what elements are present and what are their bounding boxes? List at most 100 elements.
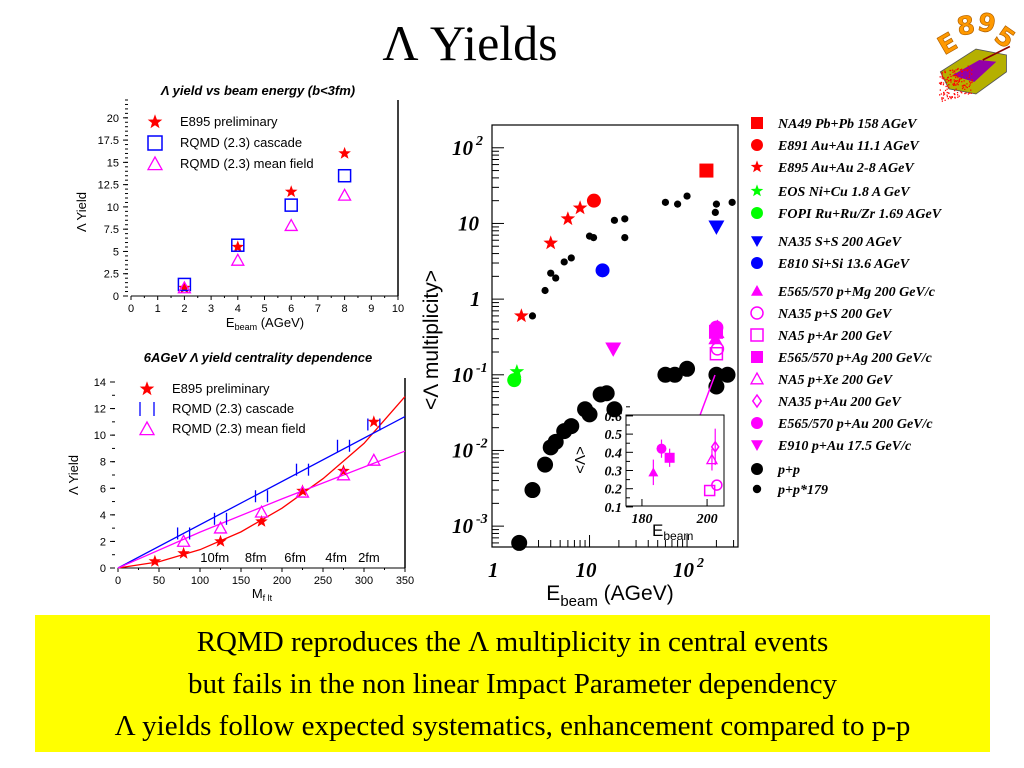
legend-marker <box>147 135 163 151</box>
legend-label: E910 p+Au 17.5 GeV/c <box>777 439 912 454</box>
legend-marker <box>751 417 763 429</box>
data-point <box>560 258 568 266</box>
data-point <box>148 554 162 567</box>
y-tick-label: 10 -1 <box>452 361 488 387</box>
legend-marker <box>749 371 765 385</box>
data-point <box>177 280 192 294</box>
legend-label: E565/570 p+Au 200 GeV/c <box>777 417 933 432</box>
legend-label: E895 preliminary <box>172 381 270 396</box>
e895-logo: E 8 9 5 <box>932 6 1020 102</box>
legend-label: E565/570 p+Ag 200 GeV/c <box>777 351 933 366</box>
y-tick-label: 1 <box>470 287 481 311</box>
x-tick-label: 300 <box>355 575 373 587</box>
legend-marker <box>751 285 763 296</box>
data-point <box>710 342 725 356</box>
legend-label: E891 Au+Au 11.1 AGeV <box>777 139 920 154</box>
data-point <box>589 234 598 242</box>
data-point <box>709 346 724 361</box>
data-point <box>524 482 541 499</box>
data-point <box>708 366 725 383</box>
x-tick-label: 1 <box>488 558 499 582</box>
data-point <box>679 360 696 377</box>
legend-marker <box>751 207 763 219</box>
y-tick-label: 0 <box>100 563 106 575</box>
data-point <box>366 453 381 466</box>
legend-marker <box>751 117 763 129</box>
x-tick-label: 350 <box>396 575 414 587</box>
legend-marker <box>751 351 763 363</box>
legend-label: NA35 p+Au 200 GeV <box>777 395 902 410</box>
x-tick-label: 1 <box>155 303 161 315</box>
data-point <box>336 439 351 452</box>
y-axis-label: Λ Yield <box>66 455 81 495</box>
data-point <box>708 220 725 235</box>
inset-y-tick-label: 0.6 <box>605 410 623 425</box>
legend-label: NA35 p+S 200 GeV <box>777 307 893 322</box>
inset-x-tick-label: 180 <box>631 512 652 527</box>
legend-marker <box>751 393 763 409</box>
y-tick-label: 15 <box>107 157 119 169</box>
legend-label: RQMD (2.3) mean field <box>172 421 306 436</box>
chart-title: Λ yield vs beam energy (b<3fm) <box>160 83 355 98</box>
inset-y-tick-label: 0.4 <box>605 446 623 461</box>
impact-parameter-label: 2fm <box>358 550 380 565</box>
x-tick-label: 10 <box>576 558 598 582</box>
legend-label: NA5 p+Ar 200 GeV <box>777 329 893 344</box>
x-axis-label: Ebeam (AGeV) <box>226 315 304 332</box>
y-axis-label: <Λ multiplicity> <box>420 270 443 410</box>
data-point <box>511 534 528 551</box>
y-tick-label: 12.5 <box>98 180 119 192</box>
x-tick-label: 100 <box>191 575 209 587</box>
data-point <box>337 464 350 477</box>
legend-label: FOPI Ru+Ru/Zr 1.69 AGeV <box>777 207 943 222</box>
legend-label: p+p*179 <box>777 483 828 498</box>
y-tick-label: 10 <box>94 430 106 442</box>
impact-parameter-label: 6fm <box>284 550 306 565</box>
x-tick-label: 8 <box>342 303 348 315</box>
inset-x-axis-label: Ebeam <box>652 521 693 543</box>
inset: 0.1 0.2 0.3 0.4 0.5 0.6 180 200 <Λ> Ebeam <box>572 406 725 543</box>
legend-label: E895 Au+Au 2-8 AGeV <box>777 161 915 176</box>
legend-label: RQMD (2.3) cascade <box>172 401 294 416</box>
y-tick-label: 10 -2 <box>452 436 488 462</box>
data-point <box>661 198 670 206</box>
legend-label: E565/570 p+Mg 200 GeV/c <box>777 285 936 300</box>
data-point <box>367 418 381 431</box>
inset-data-point <box>705 453 719 465</box>
impact-parameter-label: 10fm <box>200 550 229 565</box>
inset-data-point <box>710 440 720 454</box>
inset-data-point <box>664 452 675 463</box>
legend-marker <box>751 440 763 451</box>
legend-label: p+p <box>777 463 800 478</box>
y-tick-label: 17.5 <box>98 135 119 147</box>
data-point <box>509 364 525 378</box>
x-tick-label: 5 <box>261 303 267 315</box>
data-point <box>255 514 268 527</box>
chart-title: 6AGeV Λ yield centrality dependence <box>144 350 373 365</box>
x-tick-label: 150 <box>232 575 250 587</box>
legend-label: NA35 S+S 200 AGeV <box>777 235 903 250</box>
legend-label: NA5 p+Xe 200 GeV <box>777 373 894 388</box>
legend-marker <box>138 420 156 436</box>
data-point <box>560 211 576 226</box>
legend-label: E810 Si+Si 13.6 AGeV <box>777 257 911 272</box>
y-tick-label: 2.5 <box>104 269 119 281</box>
chart-centrality: 6AGeV Λ yield centrality dependence 0 50 10… <box>66 350 414 603</box>
y-tick-label: 2 <box>100 536 106 548</box>
data-point <box>610 216 619 224</box>
x-tick-label: 10 <box>392 303 404 315</box>
x-tick-label: 2 <box>181 303 187 315</box>
impact-parameter-label: 8fm <box>245 550 267 565</box>
legend-marker <box>139 402 155 416</box>
legend-marker <box>750 306 764 320</box>
data-point <box>507 373 522 388</box>
y-tick-label: 0 <box>113 291 119 303</box>
x-tick-label: 200 <box>273 575 291 587</box>
data-point <box>213 520 228 534</box>
fit-line <box>117 415 406 569</box>
summary-line-3: Λ yields follow expected systematics, en… <box>114 710 911 742</box>
data-point <box>176 527 191 540</box>
data-point <box>336 467 351 481</box>
y-tick-label: 10 <box>458 211 480 235</box>
